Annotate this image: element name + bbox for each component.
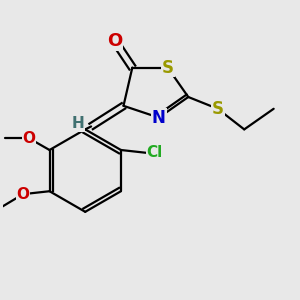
Text: Cl: Cl: [147, 146, 163, 160]
Text: N: N: [152, 109, 166, 127]
Text: H: H: [71, 116, 84, 131]
Text: O: O: [16, 187, 29, 202]
Text: O: O: [107, 32, 122, 50]
Text: O: O: [22, 131, 35, 146]
Text: S: S: [212, 100, 224, 118]
Text: S: S: [162, 58, 174, 76]
